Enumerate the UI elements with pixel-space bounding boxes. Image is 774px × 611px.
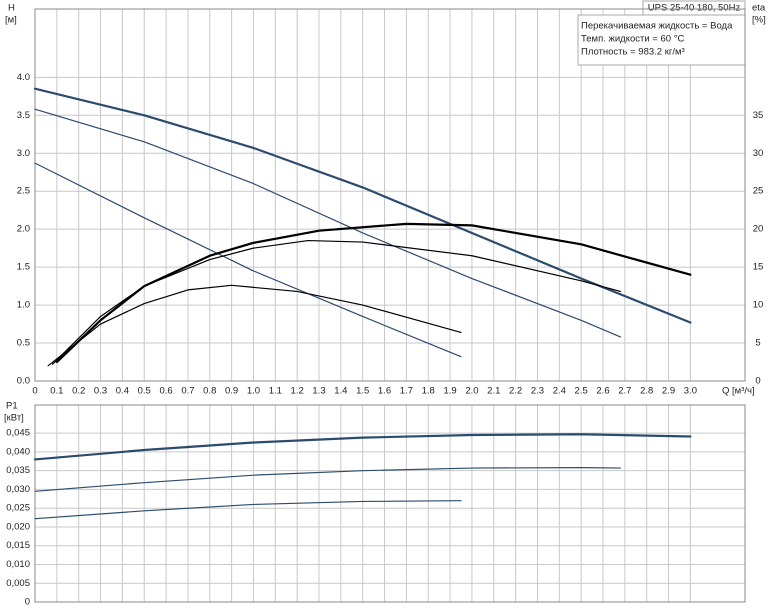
x-axis-title: Q [м³/ч] [722, 386, 755, 397]
x-tick-label: 0.9 [225, 386, 238, 397]
y-tick-label: 3.0 [17, 148, 30, 159]
curve [34, 162, 462, 358]
x-tick-label: 1.9 [443, 386, 456, 397]
x-tick-label: 2.7 [618, 386, 631, 397]
y2-tick-label: 20 [753, 224, 764, 235]
chart-title: UPS 25-40 180, 50Hz [648, 3, 741, 14]
curve [51, 239, 622, 365]
y-axis-title: H [8, 3, 15, 14]
y2-tick-label: 35 [753, 110, 764, 121]
title-box [642, 0, 746, 16]
y-tick-label: 2.0 [17, 224, 30, 235]
x-tick-label: 1.3 [312, 386, 325, 397]
x-tick-label: 0.7 [181, 386, 194, 397]
x-tick-label: 2.2 [509, 386, 522, 397]
x-tick-label: 2.4 [553, 386, 566, 397]
info-line: Темп. жидкости = 60 °C [581, 34, 684, 45]
y-tick-label: 0,030 [6, 484, 30, 495]
x-tick-label: 1.2 [291, 386, 304, 397]
x-tick-label: 2.3 [531, 386, 544, 397]
y-tick-label: 0,020 [6, 521, 30, 532]
curve [34, 467, 622, 492]
y2-axis-unit: [%] [752, 15, 766, 26]
y2-tick-label: 0 [755, 376, 760, 387]
x-tick-label: 2.5 [575, 386, 588, 397]
x-tick-label: 0.4 [116, 386, 129, 397]
y-tick-label: 0.5 [17, 338, 30, 349]
x-tick-label: 0 [32, 386, 37, 397]
plot-frame [34, 404, 746, 603]
curve [55, 222, 692, 364]
y2-tick-label: 30 [753, 148, 764, 159]
y2-tick-label: 5 [755, 338, 760, 349]
y-tick-label: 1.0 [17, 300, 30, 311]
x-tick-label: 1.1 [269, 386, 282, 397]
y2-axis-title: eta [752, 3, 766, 14]
y-tick-label: 0,035 [6, 465, 30, 476]
y-tick-label: 0,025 [6, 503, 30, 514]
y-tick-label: 0.0 [17, 376, 30, 387]
x-tick-label: 1.6 [378, 386, 391, 397]
x-tick-label: 1.8 [422, 386, 435, 397]
y2-tick-label: 15 [753, 262, 764, 273]
plot-frame [34, 8, 746, 382]
x-tick-label: 1.7 [400, 386, 413, 397]
curve [34, 500, 462, 520]
y-tick-label: 0,005 [6, 578, 30, 589]
y2-tick-label: 10 [753, 300, 764, 311]
x-tick-label: 3.0 [684, 386, 697, 397]
x-tick-label: 2.0 [465, 386, 478, 397]
y-tick-label: 0,040 [6, 446, 30, 457]
x-tick-label: 1.4 [334, 386, 347, 397]
x-tick-label: 2.6 [596, 386, 609, 397]
y-tick-label: 1.5 [17, 262, 30, 273]
x-tick-label: 0.8 [203, 386, 216, 397]
curve [34, 108, 622, 338]
y-tick-label: 3.5 [17, 110, 30, 121]
y2-tick-label: 25 [753, 186, 764, 197]
x-tick-label: 2.1 [487, 386, 500, 397]
y-tick-label: 0,010 [6, 559, 30, 570]
y-axis-title: P1 [6, 401, 18, 412]
y-tick-label: 4.0 [17, 72, 30, 83]
y-tick-label: 0,045 [6, 428, 30, 439]
info-line: Перекачиваемая жидкость = Вода [581, 21, 733, 32]
y-axis-unit: [м] [5, 15, 17, 26]
x-tick-label: 0.3 [94, 386, 107, 397]
curve [33, 87, 692, 324]
x-tick-label: 0.2 [72, 386, 85, 397]
y-tick-label: 0 [25, 597, 30, 608]
x-tick-label: 0.1 [50, 386, 63, 397]
x-tick-label: 0.5 [138, 386, 151, 397]
x-tick-label: 1.0 [247, 386, 260, 397]
info-line: Плотность = 983.2 кг/м³ [581, 47, 685, 58]
x-tick-label: 2.9 [662, 386, 675, 397]
x-tick-label: 2.8 [640, 386, 653, 397]
curve [47, 284, 462, 367]
y-tick-label: 0,015 [6, 540, 30, 551]
x-tick-label: 1.5 [356, 386, 369, 397]
y-tick-label: 2.5 [17, 186, 30, 197]
y-axis-unit: [кВт] [4, 413, 24, 424]
curve [33, 433, 692, 461]
x-tick-label: 0.6 [159, 386, 172, 397]
